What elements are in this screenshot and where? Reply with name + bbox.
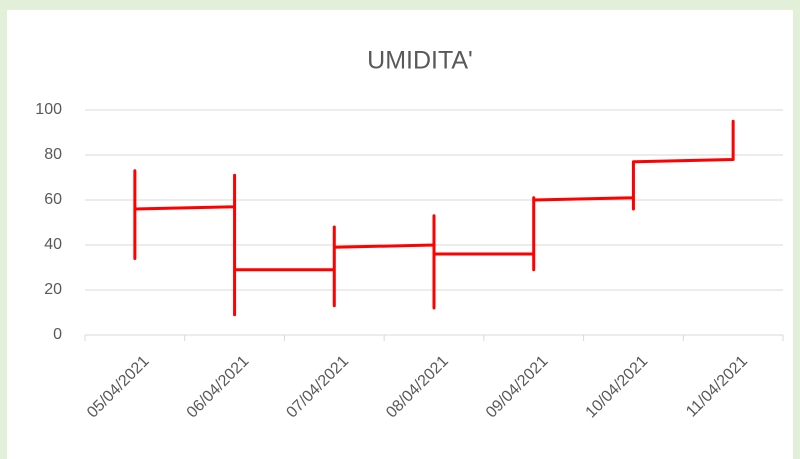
y-tick-label: 100 [35,101,62,118]
y-tick-label: 0 [53,326,62,343]
data-line [133,119,735,317]
chart-area [7,10,793,459]
chart-title: UMIDITA' [367,47,473,75]
y-tick-label: 40 [44,236,62,253]
y-tick-label: 80 [44,146,62,163]
y-tick-label: 60 [44,191,62,208]
y-tick-label: 20 [44,281,62,298]
